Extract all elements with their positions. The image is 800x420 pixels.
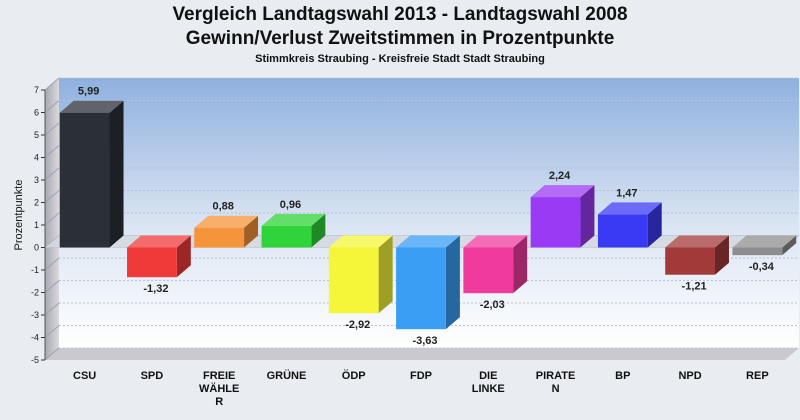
x-tick-label: GRÜNE <box>267 369 307 382</box>
y-tick-label: 3 <box>34 175 39 185</box>
bar-front <box>597 214 648 248</box>
y-tick-label: 1 <box>34 220 39 230</box>
data-label: -1,32 <box>143 283 168 295</box>
x-tick-label: SPD <box>141 370 164 382</box>
x-tick-label: CSU <box>73 370 96 382</box>
gridline-side <box>44 347 60 361</box>
y-tick-label: 7 <box>34 85 39 95</box>
bar-side <box>647 202 662 248</box>
gridline-side <box>44 100 60 113</box>
x-tick-label: BP <box>615 370 630 382</box>
y-tick-label: -2 <box>31 288 39 298</box>
gridline-side <box>44 212 60 226</box>
bar-front <box>463 247 514 294</box>
y-tick-label: 5 <box>34 130 39 140</box>
bar-front <box>261 225 312 248</box>
x-tick-label: NPD <box>678 370 701 382</box>
bar <box>597 202 662 248</box>
bar-top <box>396 235 460 248</box>
gridline-side <box>44 145 60 158</box>
bar-side <box>109 100 124 248</box>
bar-side <box>176 235 191 278</box>
bar-top <box>530 185 595 198</box>
bar <box>396 235 460 330</box>
gridline-side <box>44 257 60 271</box>
bar-top <box>665 235 729 248</box>
gridline-side <box>44 190 60 203</box>
data-label: -3,63 <box>412 335 437 347</box>
chart-subtitle: Stimmkreis Straubing - Kreisfreie Stadt … <box>255 53 545 65</box>
bar-front <box>396 247 446 330</box>
data-label: -1,21 <box>682 281 707 293</box>
bar-side <box>378 235 393 314</box>
bar <box>530 185 595 248</box>
bar-top <box>59 100 124 113</box>
bar-side <box>580 185 595 248</box>
bar-side <box>311 213 326 248</box>
bar-front <box>665 247 715 275</box>
chart-title: Vergleich Landtagswahl 2013 - Landtagswa… <box>172 4 628 25</box>
y-axis-label: Prozentpunkte <box>13 180 25 251</box>
data-label: 1,47 <box>616 187 637 199</box>
bar <box>463 235 528 294</box>
bar-top <box>194 215 259 228</box>
x-tick-label: FREIE WÄHLE R <box>199 370 239 408</box>
data-label: 0,96 <box>280 199 301 211</box>
data-label: 0,88 <box>212 201 233 213</box>
y-tick-label: -1 <box>31 265 39 275</box>
x-tick-label: FDP <box>410 370 432 382</box>
bar-front <box>732 247 783 256</box>
bar <box>261 213 326 248</box>
y-tick-label: 4 <box>34 153 39 163</box>
data-label: -2,92 <box>345 319 370 331</box>
bar-side <box>513 235 528 294</box>
gridline-side <box>44 167 60 181</box>
bar-side <box>244 215 259 248</box>
data-label: 5,99 <box>78 86 99 98</box>
bar-front <box>194 227 245 248</box>
x-tick-label: REP <box>746 370 769 382</box>
bar <box>328 235 393 314</box>
bar <box>127 235 191 278</box>
bar-front <box>127 247 177 278</box>
gridline-side <box>44 302 60 316</box>
data-label: 2,24 <box>549 170 571 182</box>
x-tick-label: DIE LINKE <box>472 370 505 395</box>
bar-top <box>328 235 393 248</box>
bar-front <box>328 247 379 314</box>
bar <box>194 215 259 248</box>
bar <box>665 235 729 275</box>
bar-side <box>445 235 460 330</box>
bar-top <box>463 235 528 248</box>
y-tick-label: -3 <box>31 310 39 320</box>
y-tick-label: -4 <box>31 333 39 343</box>
bar-front <box>59 112 110 248</box>
data-label: -0,34 <box>749 261 775 273</box>
bar-side <box>714 235 729 275</box>
chart-title-line-2: Gewinn/Verlust Zweitstimmen in Prozentpu… <box>185 28 615 49</box>
gridline-side <box>44 280 60 293</box>
y-tick-label: 2 <box>34 198 39 208</box>
y-tick-label: 6 <box>34 108 39 118</box>
bar <box>732 235 797 256</box>
bar-top <box>127 235 191 248</box>
gridline-side <box>44 122 60 136</box>
y-tick-label: -5 <box>31 355 39 365</box>
x-tick-label: ÖDP <box>342 369 366 382</box>
bar-front <box>530 197 581 248</box>
gridline-side <box>44 325 60 338</box>
gridline-side <box>44 77 60 91</box>
bar-side <box>782 235 797 256</box>
y-tick-label: 0 <box>34 243 39 253</box>
bar-top <box>597 202 662 215</box>
data-label: -2,03 <box>480 299 505 311</box>
floor <box>45 348 799 360</box>
bar-top <box>732 235 797 248</box>
bar <box>59 100 124 248</box>
bar-top <box>261 213 326 226</box>
x-tick-label: PIRATE N <box>536 370 576 395</box>
